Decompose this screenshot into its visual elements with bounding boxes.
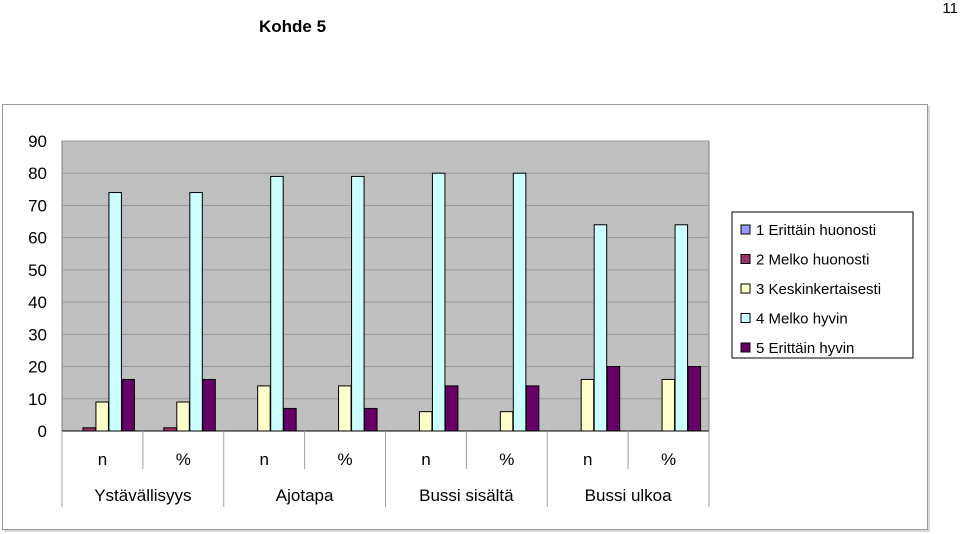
y-tick-label: 80 [28, 164, 47, 183]
y-tick-label: 30 [28, 325, 47, 344]
x-group-label: Ystävällisyys [94, 486, 191, 505]
bar [283, 407, 297, 432]
page-number: 11 [942, 0, 958, 17]
x-tick-label: % [499, 450, 514, 469]
legend-label: 5 Erittäin hyvin [756, 340, 854, 357]
x-tick-label: n [259, 450, 268, 469]
legend-swatch [740, 224, 751, 235]
x-tick-label: % [176, 450, 191, 469]
bar [431, 172, 446, 432]
legend-label: 1 Erittäin huonosti [756, 222, 876, 239]
x-tick-label: n [421, 450, 430, 469]
x-tick-label: n [98, 450, 107, 469]
bar [257, 385, 271, 432]
bar [499, 411, 514, 432]
bar [176, 401, 190, 432]
bar [202, 378, 216, 432]
bar [674, 224, 689, 432]
bar [444, 385, 459, 432]
x-tick-label: % [661, 450, 676, 469]
bar [189, 192, 203, 432]
x-tick-label: % [338, 450, 353, 469]
bar [687, 366, 702, 432]
legend-swatch [740, 313, 751, 323]
bar [95, 401, 109, 432]
bar [364, 407, 378, 432]
x-group-label: Bussi ulkoa [585, 486, 672, 505]
bar [418, 411, 433, 432]
bar [661, 378, 676, 432]
x-tick-label: n [583, 450, 592, 469]
bar [606, 366, 621, 432]
bar [525, 385, 540, 432]
y-tick-label: 60 [28, 229, 47, 248]
bar [338, 385, 352, 432]
legend-swatch [740, 254, 751, 264]
y-tick-label: 20 [28, 358, 47, 377]
y-tick-label: 10 [28, 390, 47, 409]
legend-swatch [740, 342, 751, 353]
bar [593, 224, 608, 432]
bar [351, 175, 365, 432]
legend-swatch [740, 283, 751, 294]
y-tick-label: 0 [38, 422, 47, 441]
x-group-label: Bussi sisältä [419, 486, 514, 505]
legend-label: 3 Keskinkertaisesti [756, 281, 881, 298]
y-tick-label: 90 [28, 132, 47, 151]
y-tick-label: 70 [28, 196, 47, 215]
bar [512, 172, 527, 432]
x-group-label: Ajotapa [276, 486, 334, 505]
page-title: Kohde 5 [259, 17, 327, 36]
legend-label: 2 Melko huonosti [756, 252, 869, 269]
legend [731, 211, 914, 359]
legend-label: 4 Melko hyvin [756, 311, 848, 328]
y-tick-label: 50 [28, 261, 47, 280]
bar-chart: 0 10 20 30 40 50 60 70 80 90 n% n% n% n % Ystävällisyys… [28, 132, 914, 507]
bar [121, 378, 135, 432]
bar [270, 175, 284, 432]
y-tick-label: 40 [28, 293, 47, 312]
bar [580, 378, 595, 432]
chart-area: 0 10 20 30 40 50 60 70 80 90 n% n% n% n% Ystävällisyys… [2, 104, 928, 530]
bar [108, 192, 122, 432]
